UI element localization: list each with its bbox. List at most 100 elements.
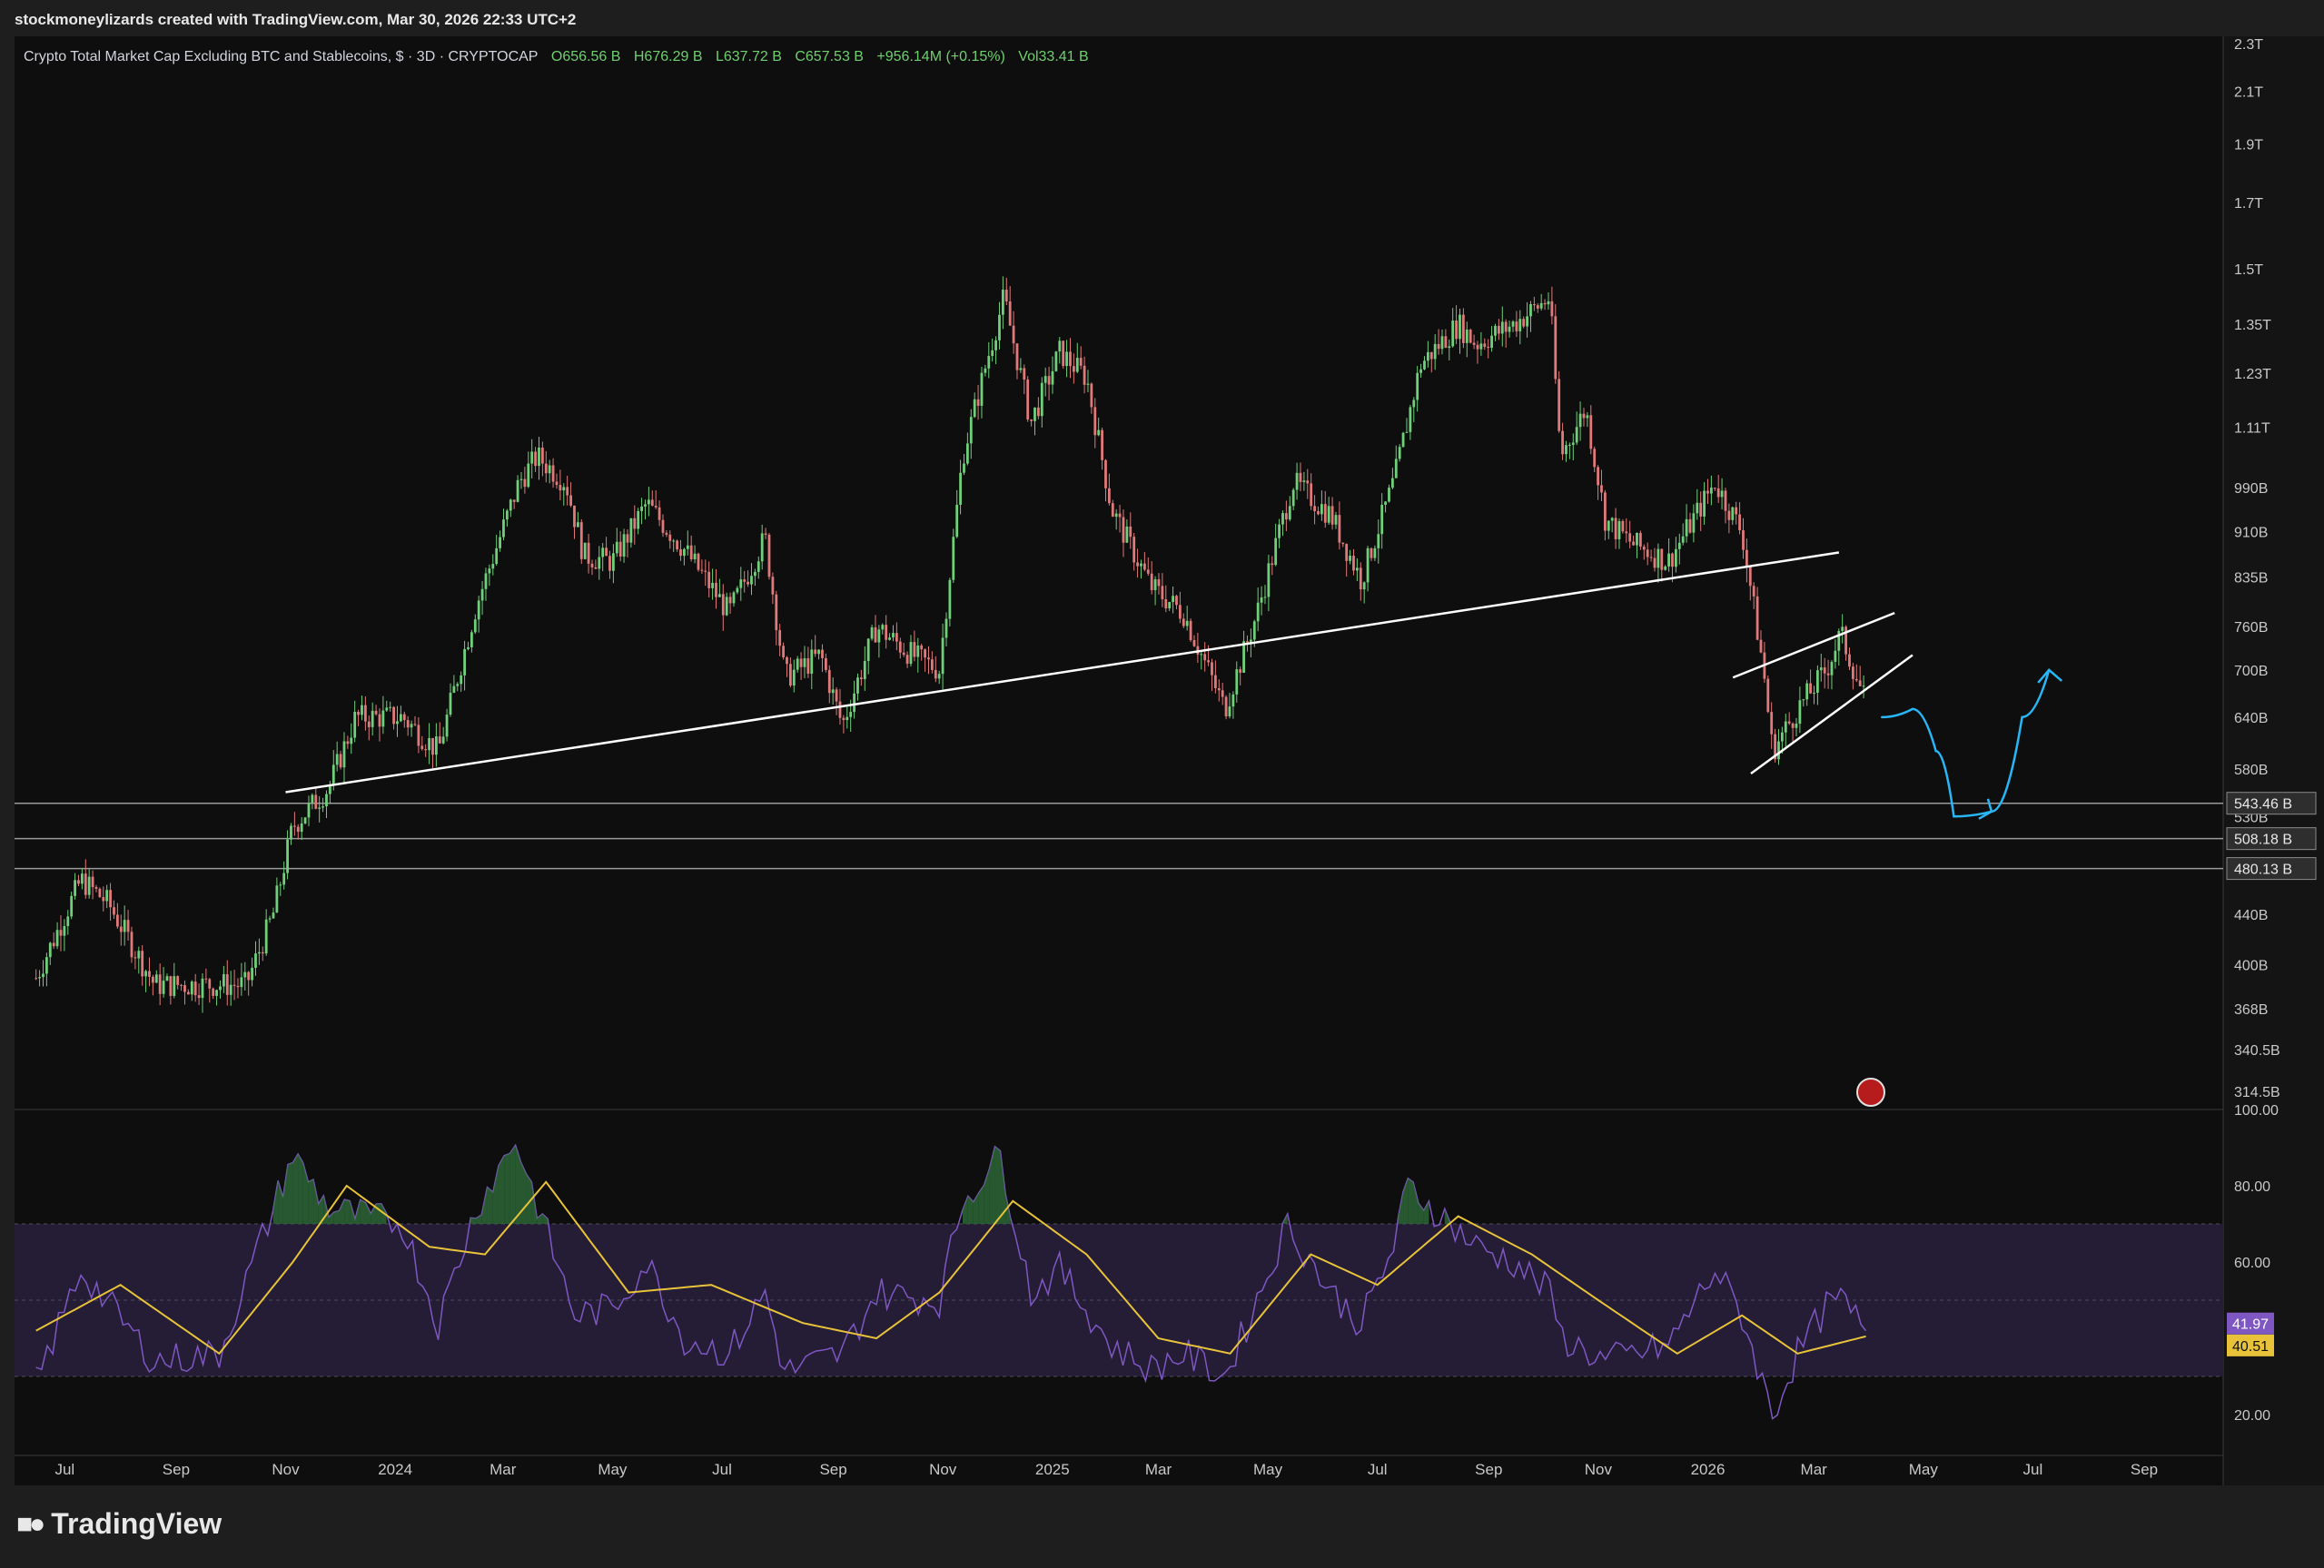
price-tick-label: 1.7T bbox=[2234, 196, 2263, 212]
candle-body bbox=[1146, 569, 1150, 574]
time-tick-label: Nov bbox=[272, 1461, 300, 1478]
candle-body bbox=[180, 984, 183, 986]
candle-body bbox=[102, 897, 105, 902]
candle-body bbox=[1547, 301, 1550, 305]
candle-body bbox=[115, 914, 119, 927]
candle-body bbox=[1419, 369, 1422, 373]
ticker-change: +956.14M (+0.15%) bbox=[876, 49, 1005, 64]
candle-body bbox=[1291, 489, 1295, 507]
ticker-high: H676.29 B bbox=[633, 49, 703, 64]
candle-body bbox=[201, 978, 204, 999]
ticker-name: Crypto Total Market Cap Excluding BTC an… bbox=[24, 49, 539, 64]
candle-body bbox=[1004, 290, 1008, 301]
candle-body bbox=[987, 356, 991, 369]
candle-body bbox=[480, 588, 484, 601]
candle-body bbox=[173, 976, 176, 996]
candle-body bbox=[1558, 379, 1561, 431]
candle-body bbox=[1777, 741, 1780, 760]
candle-body bbox=[736, 587, 739, 593]
candle-body bbox=[331, 764, 335, 784]
candle-body bbox=[587, 542, 590, 564]
candle-body bbox=[240, 977, 243, 988]
candle-body bbox=[1231, 694, 1235, 707]
candle-body bbox=[42, 973, 45, 978]
candle-body bbox=[1858, 680, 1862, 686]
rsi-overbought-fill bbox=[537, 1213, 543, 1224]
rsi-overbought-fill bbox=[1282, 1213, 1288, 1224]
candle-body bbox=[257, 952, 261, 954]
time-tick-label: May bbox=[1909, 1461, 1939, 1478]
candle-body bbox=[1409, 407, 1412, 432]
rsi-overbought-fill bbox=[323, 1196, 329, 1224]
candle-body bbox=[1239, 669, 1242, 673]
rsi-overbought-fill bbox=[504, 1153, 510, 1224]
candle-body bbox=[361, 705, 363, 715]
candle-body bbox=[810, 649, 814, 674]
time-tick-label: Jul bbox=[712, 1461, 732, 1478]
candle-body bbox=[1334, 515, 1338, 525]
candle-body bbox=[420, 745, 424, 750]
candle-body bbox=[1614, 518, 1617, 539]
candle-body bbox=[1703, 490, 1706, 517]
candle-body bbox=[1784, 721, 1787, 733]
candle-body bbox=[1770, 712, 1774, 735]
candle-body bbox=[1380, 504, 1384, 535]
candle-body bbox=[1338, 515, 1341, 543]
candle-body bbox=[38, 977, 41, 979]
candle-body bbox=[1388, 488, 1390, 502]
candle-body bbox=[1451, 321, 1455, 347]
candle-body bbox=[1500, 321, 1504, 334]
rsi-overbought-fill bbox=[509, 1145, 516, 1224]
candle-body bbox=[389, 706, 392, 708]
candle-body bbox=[1185, 620, 1189, 626]
candle-body bbox=[1320, 504, 1323, 515]
candle-body bbox=[838, 701, 842, 718]
candle-body bbox=[1182, 618, 1185, 626]
candle-body bbox=[1539, 302, 1543, 309]
candle-body bbox=[1327, 506, 1330, 523]
candle-body bbox=[1660, 548, 1664, 570]
trendline bbox=[1750, 654, 1914, 775]
candle-body bbox=[1664, 566, 1667, 570]
candle-body bbox=[467, 646, 470, 649]
candle-body bbox=[916, 645, 920, 657]
candle-body bbox=[254, 953, 257, 968]
candle-body bbox=[134, 957, 137, 959]
candle-body bbox=[1189, 620, 1192, 641]
candle-body bbox=[934, 669, 937, 679]
candle-body bbox=[1748, 567, 1752, 587]
candle-body bbox=[540, 447, 544, 464]
candle-body bbox=[1752, 586, 1755, 597]
candle-body bbox=[1688, 518, 1692, 533]
candle-body bbox=[1536, 305, 1539, 309]
candle-body bbox=[1349, 556, 1351, 561]
projection-dip-mark bbox=[1978, 798, 1993, 820]
price-tick-label: 2.3T bbox=[2234, 37, 2263, 53]
candle-body bbox=[750, 576, 753, 585]
candle-body bbox=[870, 626, 874, 639]
candle-body bbox=[1724, 490, 1727, 511]
rsi-overbought-fill bbox=[531, 1181, 538, 1224]
tradingview-logo-icon: ■● bbox=[16, 1508, 45, 1539]
candle-body bbox=[1766, 678, 1770, 713]
candle-body bbox=[353, 712, 357, 738]
candle-body bbox=[717, 594, 721, 597]
candle-body bbox=[225, 974, 229, 995]
candle-body bbox=[1774, 734, 1776, 760]
candle-body bbox=[1161, 586, 1164, 600]
candle-body bbox=[538, 447, 540, 467]
candle-body bbox=[1217, 687, 1221, 691]
rsi-overbought-fill bbox=[1403, 1178, 1409, 1224]
candle-body bbox=[1288, 506, 1291, 520]
candle-body bbox=[551, 465, 555, 482]
rsi-overbought-fill bbox=[1413, 1181, 1419, 1224]
candle-body bbox=[747, 581, 749, 585]
tradingview-logo[interactable]: ■● TradingView bbox=[16, 1507, 222, 1541]
candle-body bbox=[984, 368, 987, 373]
candle-body bbox=[792, 669, 796, 686]
candle-body bbox=[1727, 510, 1731, 520]
candle-body bbox=[881, 625, 885, 630]
candle-body bbox=[1561, 430, 1564, 455]
candle-body bbox=[1554, 316, 1558, 380]
